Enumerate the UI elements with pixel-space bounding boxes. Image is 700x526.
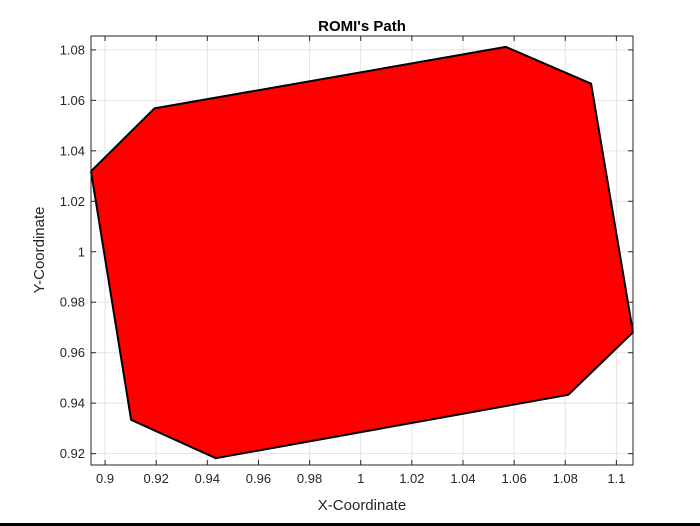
x-tick-label: 1.04 — [450, 471, 475, 486]
x-tick-label: 1 — [357, 471, 364, 486]
romi-path-polygon — [90, 45, 634, 460]
x-tick-label: 1.06 — [501, 471, 526, 486]
y-tick-label: 1.02 — [60, 194, 85, 209]
x-tick-label: 0.94 — [195, 471, 220, 486]
x-tick-label: 0.9 — [96, 471, 114, 486]
y-tick-label: 0.96 — [60, 345, 85, 360]
y-tick-label: 0.98 — [60, 295, 85, 310]
x-tick-label: 0.96 — [246, 471, 271, 486]
x-tick-label: 0.98 — [297, 471, 322, 486]
chart-title: ROMI's Path — [318, 18, 406, 35]
y-tick-label: 1 — [78, 244, 85, 259]
y-tick-label: 0.94 — [60, 396, 85, 411]
y-axis-label: Y-Coordinate — [31, 206, 48, 293]
axis-ticks: 0.9 0.92 0.94 0.96 0.98 1 1.02 1.04 1.06 1.08 1.1 0… — [60, 36, 633, 486]
x-tick-label: 1.08 — [553, 471, 578, 486]
y-tick-label: 0.92 — [60, 446, 85, 461]
x-tick-label: 1.1 — [607, 471, 625, 486]
y-tick-label: 1.06 — [60, 93, 85, 108]
x-axis-label: X-Coordinate — [318, 497, 406, 514]
y-tick-label: 1.08 — [60, 42, 85, 57]
x-tick-label: 0.92 — [144, 471, 169, 486]
x-tick-label: 1.02 — [399, 471, 424, 486]
y-tick-label: 1.04 — [60, 143, 85, 158]
plot-box — [90, 35, 634, 466]
bottom-border — [0, 523, 700, 526]
